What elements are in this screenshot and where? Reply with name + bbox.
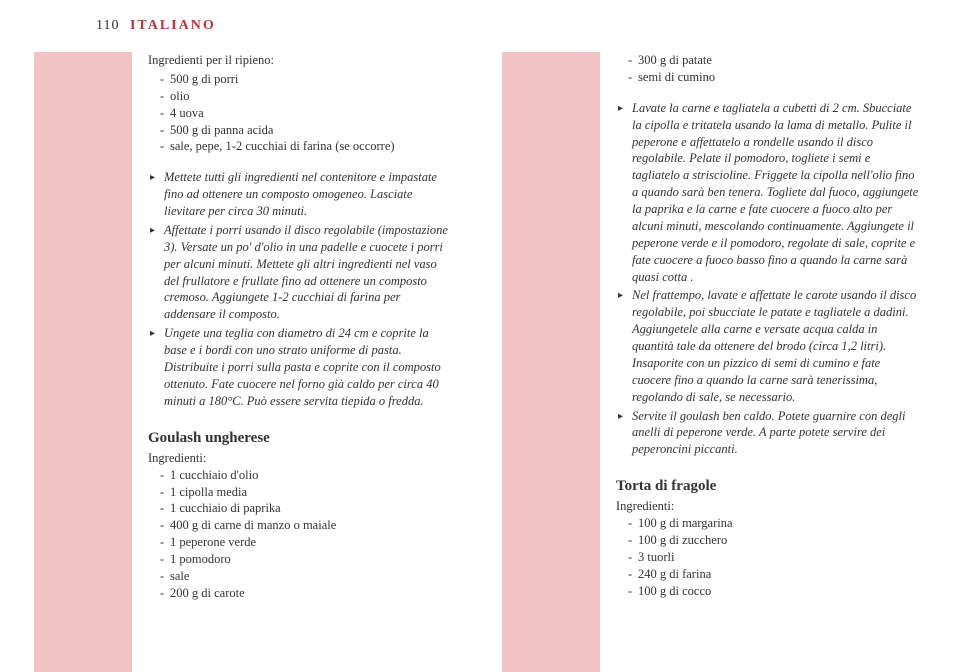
ingredient-item: 240 g di farina: [628, 566, 921, 583]
ingredient-item: 3 tuorli: [628, 549, 921, 566]
fragole-ingredients: 100 g di margarina100 g di zucchero3 tuo…: [616, 515, 921, 599]
step-item: Ungete una teglia con diametro di 24 cm …: [148, 325, 453, 409]
ingredient-item: 400 g di carne di manzo o maiale: [160, 517, 453, 534]
ingredient-item: 1 cipolla media: [160, 484, 453, 501]
step-item: Affettate i porri usando il disco regola…: [148, 222, 453, 323]
language-label: ITALIANO: [130, 18, 216, 33]
ingredient-item: 500 g di porri: [160, 71, 453, 88]
recipe-title-goulash: Goulash ungherese: [148, 428, 453, 448]
filling-ingredients: 500 g di porriolio4 uova500 g di panna a…: [148, 71, 453, 155]
page-number: 110: [96, 18, 119, 33]
step-item: Servite il goulash ben caldo. Potete gua…: [616, 408, 921, 459]
ingredient-item: 1 pomodoro: [160, 551, 453, 568]
step-item: Nel frattempo, lavate e affettate le car…: [616, 287, 921, 405]
decorative-column-right: [502, 52, 600, 672]
decorative-column-left: [34, 52, 132, 672]
ingredient-item: 100 g di zucchero: [628, 532, 921, 549]
ingredient-item: 1 cucchiaio d'olio: [160, 467, 453, 484]
filling-label: Ingredienti per il ripieno:: [148, 52, 453, 69]
step-item: Mettete tutti gli ingredienti nel conten…: [148, 169, 453, 220]
recipe-title-fragole: Torta di fragole: [616, 476, 921, 496]
ingredient-item: 1 peperone verde: [160, 534, 453, 551]
fragole-ingredients-label: Ingredienti:: [616, 498, 921, 515]
ingredient-item: 200 g di carote: [160, 585, 453, 602]
text-column-left: Ingredienti per il ripieno: 500 g di por…: [148, 52, 453, 602]
ingredient-item: sale, pepe, 1-2 cucchiai di farina (se o…: [160, 138, 453, 155]
ingredient-item: 500 g di panna acida: [160, 122, 453, 139]
ingredient-item: 100 g di margarina: [628, 515, 921, 532]
page-header: 110 ITALIANO: [96, 18, 216, 34]
ingredient-item: sale: [160, 568, 453, 585]
goulash-steps: Lavate la carne e tagliatela a cubetti d…: [616, 100, 921, 458]
ingredient-item: 100 g di cocco: [628, 583, 921, 600]
ingredient-item: semi di cumino: [628, 69, 921, 86]
ingredient-item: olio: [160, 88, 453, 105]
goulash-ingredients-cont: 300 g di patatesemi di cumino: [616, 52, 921, 86]
filling-steps: Mettete tutti gli ingredienti nel conten…: [148, 169, 453, 409]
goulash-ingredients-label: Ingredienti:: [148, 450, 453, 467]
ingredient-item: 4 uova: [160, 105, 453, 122]
step-item: Lavate la carne e tagliatela a cubetti d…: [616, 100, 921, 286]
ingredient-item: 1 cucchiaio di paprika: [160, 500, 453, 517]
ingredient-item: 300 g di patate: [628, 52, 921, 69]
text-column-right: 300 g di patatesemi di cumino Lavate la …: [616, 52, 921, 600]
goulash-ingredients: 1 cucchiaio d'olio1 cipolla media1 cucch…: [148, 467, 453, 602]
